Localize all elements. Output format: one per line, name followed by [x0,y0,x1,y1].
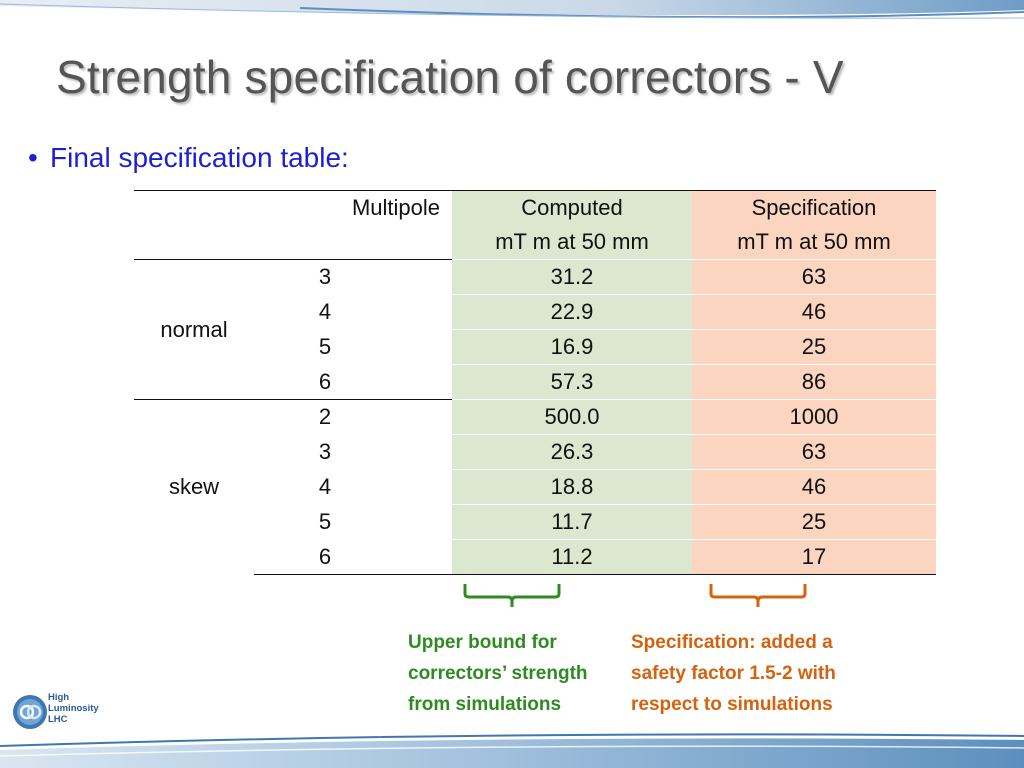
header-computed-units: mT m at 50 mm [452,225,692,260]
table-header-row-units: mT m at 50 mm mT m at 50 mm [134,225,936,260]
computed-cell: 31.2 [452,259,692,295]
table-row: 5 16.9 25 [134,329,936,365]
bullet-text: Final specification table: [50,142,349,173]
table-header-row: Multipole Computed Specification [134,190,936,225]
logo-line: LHC [48,714,68,725]
slide-title: Strength specification of correctors - V [56,51,844,103]
logo-line: Luminosity [48,703,99,714]
multipole-cell: 3 [318,439,332,464]
specification-note-line: Specification: added a [631,632,833,653]
header-computed: Computed [452,190,692,225]
table-row: 5 11.7 25 [134,504,936,540]
header-multipole: Multipole [254,190,452,225]
multipole-cell: 4 [318,299,332,324]
group-label: normal [134,259,254,400]
header-specification: Specification [692,190,936,225]
specification-cell: 25 [692,329,936,365]
logo-line: High [48,692,70,703]
specification-cell: 46 [692,294,936,330]
computed-cell: 22.9 [452,294,692,330]
multipole-cell: 2 [254,399,452,435]
computed-cell: 11.2 [452,539,692,575]
computed-brace-icon [463,584,561,607]
specification-cell: 63 [692,259,936,295]
multipole-cell: 5 [318,334,332,359]
computed-cell: 26.3 [452,434,692,470]
specification-note-line: respect to simulations [631,694,833,715]
specification-cell: 46 [692,469,936,505]
header-group-cell-2 [134,225,254,260]
multipole-cell: 4 [318,474,332,499]
logo-text: High Luminosity LHC [48,692,99,725]
header-multipole-2 [254,225,452,260]
specification-cell: 63 [692,434,936,470]
table-row: normal 3 31.2 63 [134,259,936,400]
bullet-item: • Final specification table: [28,142,349,174]
computed-cell: 57.3 [452,364,692,400]
specification-cell: 86 [692,364,936,400]
computed-note-line: correctors’ strength [408,663,588,684]
specification-note: Specification: added a safety factor 1.5… [631,627,836,720]
specification-table: Multipole Computed Specification mT m at… [134,190,936,575]
multipole-cell: 3 [254,259,452,295]
multipole-cell: 6 [254,539,452,575]
specification-brace-icon [709,584,807,607]
table-row: 6 57.3 86 [134,364,936,400]
top-decoration [0,0,1024,19]
bottom-decoration [0,733,1024,768]
specification-note-line: safety factor 1.5-2 with [631,663,836,684]
header-group-cell [134,190,254,225]
multipole-cell: 5 [318,509,332,534]
specification-cell: 1000 [692,399,936,435]
hl-lhc-logo-icon [13,695,47,729]
header-specification-units: mT m at 50 mm [692,225,936,260]
table-row: 6 11.2 17 [134,539,936,575]
computed-note: Upper bound for correctors’ strength fro… [408,627,588,720]
specification-cell: 25 [692,504,936,540]
table-row: 4 22.9 46 [134,294,936,330]
computed-cell: 11.7 [452,504,692,540]
table-row: 3 26.3 63 [134,434,936,470]
computed-cell: 16.9 [452,329,692,365]
multipole-cell: 6 [318,368,332,394]
computed-cell: 18.8 [452,469,692,505]
table-row: 4 18.8 46 [134,469,936,505]
specification-cell: 17 [692,539,936,575]
group-label: skew [134,399,254,575]
computed-note-line: from simulations [408,694,562,715]
table-row: skew 2 500.0 1000 [134,399,936,575]
computed-note-line: Upper bound for [408,632,557,653]
bullet-dot-icon: • [28,142,38,173]
computed-cell: 500.0 [452,399,692,435]
